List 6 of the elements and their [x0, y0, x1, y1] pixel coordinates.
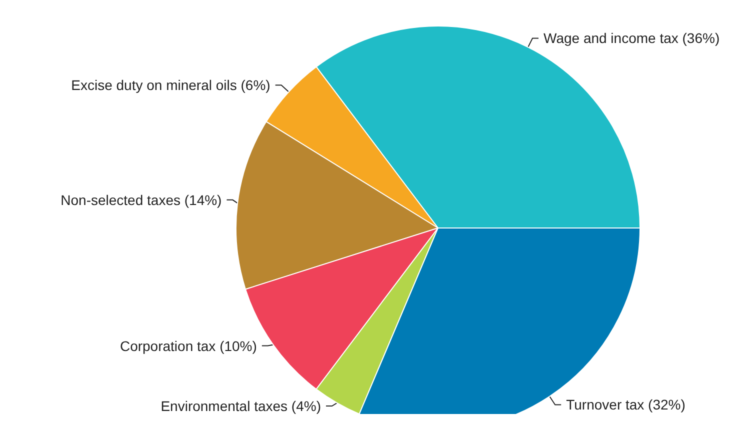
slice-label: Environmental taxes (4%)	[160, 398, 321, 414]
slice-label: Excise duty on mineral oils (6%)	[71, 77, 270, 94]
slice-label: Corporation tax (10%)	[120, 338, 257, 354]
slice-label: Wage and income tax (36%)	[543, 30, 720, 46]
slice-label: Turnover tax (32%)	[566, 396, 686, 413]
slice-label: Non-selected taxes (14%)	[60, 192, 222, 208]
